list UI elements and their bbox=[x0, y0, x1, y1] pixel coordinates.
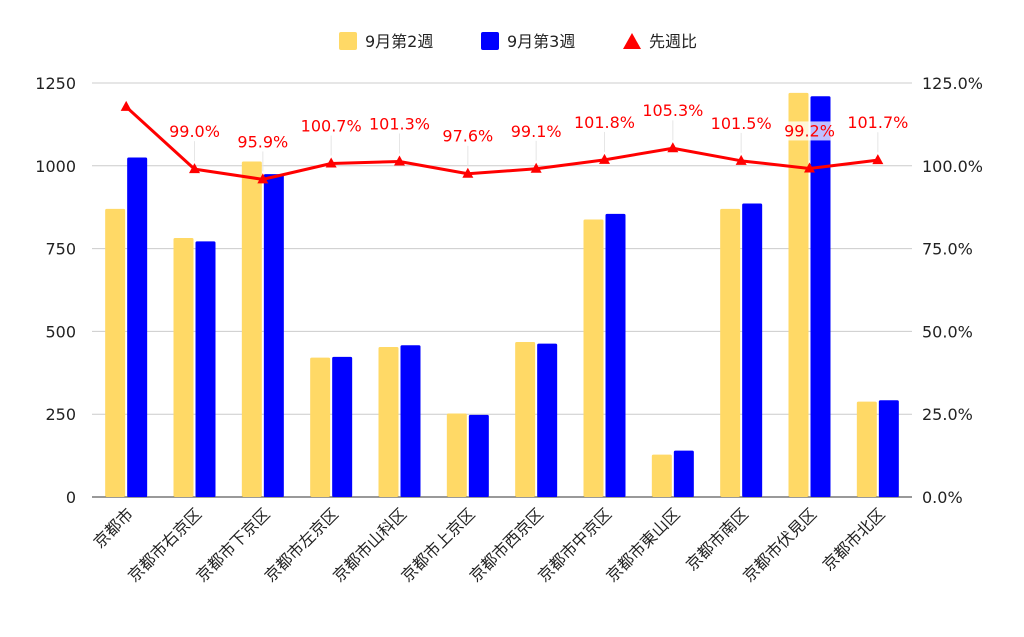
ratio-data-label: 97.6% bbox=[442, 127, 493, 146]
ratio-point bbox=[804, 162, 815, 173]
bar-week3 bbox=[263, 174, 284, 497]
ratio-point bbox=[667, 142, 679, 153]
bar-week2 bbox=[446, 413, 467, 497]
legend-swatch bbox=[339, 32, 357, 50]
ratio-data-label: 99.1% bbox=[511, 122, 562, 141]
category-labels: 京都市京都市右京区京都市下京区京都市左京区京都市山科区京都市上京区京都市西京区京… bbox=[90, 504, 889, 585]
ratio-point bbox=[394, 155, 405, 166]
bar-week3 bbox=[127, 157, 148, 497]
right-tick-label: 75.0% bbox=[922, 240, 973, 259]
bar-week3 bbox=[468, 414, 489, 497]
bar-week3 bbox=[400, 345, 421, 497]
label-bg bbox=[168, 122, 221, 142]
label-bg bbox=[574, 112, 635, 132]
label-bg bbox=[510, 121, 562, 141]
bar-week2 bbox=[583, 219, 604, 497]
bar-week2 bbox=[720, 208, 741, 497]
bar-week2 bbox=[173, 238, 194, 498]
ratio-point bbox=[735, 154, 747, 165]
ratio-data-label: 101.8% bbox=[574, 113, 635, 132]
label-bg bbox=[847, 113, 909, 133]
category-label: 京都市 bbox=[90, 504, 137, 551]
bars-layer bbox=[105, 92, 899, 498]
ratio-data-label: 95.9% bbox=[237, 132, 288, 151]
right-tick-label: 50.0% bbox=[922, 322, 973, 341]
bar-week2 bbox=[378, 346, 399, 497]
bar-week2 bbox=[241, 161, 262, 498]
left-tick-label: 500 bbox=[45, 322, 76, 341]
ratio-point bbox=[599, 153, 610, 164]
bar-week3 bbox=[537, 343, 558, 497]
right-tick-label: 25.0% bbox=[922, 405, 973, 424]
ratio-point bbox=[120, 100, 132, 111]
left-axis: 0 250 500 750 1000 1250 bbox=[35, 74, 76, 507]
bar-week3 bbox=[742, 203, 763, 497]
legend-label: 先週比 bbox=[649, 32, 697, 51]
ratio-point bbox=[530, 162, 542, 173]
line-layer bbox=[120, 100, 884, 184]
bar-week3 bbox=[878, 400, 899, 497]
bar-week3 bbox=[332, 356, 353, 497]
bar-week2 bbox=[515, 341, 536, 497]
ratio-data-label: 99.0% bbox=[169, 122, 220, 141]
label-bg bbox=[442, 126, 494, 146]
ratio-point bbox=[257, 173, 269, 184]
bar-week3 bbox=[195, 241, 216, 497]
right-tick-label: 100.0% bbox=[922, 157, 983, 176]
legend: 9月第2週 9月第3週 先週比 bbox=[339, 32, 697, 51]
bar-week2 bbox=[105, 208, 126, 497]
bar-week2 bbox=[651, 454, 672, 497]
label-bg bbox=[300, 116, 362, 136]
left-tick-label: 250 bbox=[45, 405, 76, 424]
ratio-point bbox=[325, 157, 337, 168]
legend-triangle-icon bbox=[623, 33, 641, 49]
legend-label: 9月第2週 bbox=[365, 32, 433, 51]
category-label: 京都市伏見区 bbox=[739, 504, 820, 585]
ratio-line bbox=[125, 105, 879, 181]
ratio-data-label: 101.3% bbox=[369, 114, 430, 133]
bar-week2 bbox=[310, 357, 331, 497]
label-bg bbox=[710, 113, 772, 133]
legend-label: 9月第3週 bbox=[507, 32, 575, 51]
ratio-data-label: 105.3% bbox=[642, 101, 703, 120]
bar-week3 bbox=[810, 96, 831, 498]
ratio-point bbox=[189, 163, 200, 174]
ratio-point bbox=[462, 167, 474, 178]
label-bg bbox=[642, 101, 704, 121]
category-label: 京都市北区 bbox=[819, 504, 889, 574]
data-labels-layer: 99.0% 95.9% 100.7% 101.3% 97.6% 99.1% 101.8% 10… bbox=[168, 101, 909, 172]
bar-week3 bbox=[605, 213, 626, 497]
bar-week3 bbox=[673, 450, 694, 497]
right-axis: 0.0% 25.0% 50.0% 75.0% 100.0% 125.0% bbox=[922, 74, 983, 507]
bar-week2 bbox=[856, 401, 877, 497]
label-bg bbox=[237, 132, 289, 152]
ratio-data-label: 99.2% bbox=[784, 121, 835, 140]
ratio-data-label: 101.7% bbox=[847, 113, 908, 132]
grid-layer bbox=[92, 82, 912, 498]
label-bg bbox=[783, 121, 836, 141]
left-tick-label: 0 bbox=[66, 488, 76, 507]
ratio-data-label: 101.5% bbox=[711, 114, 772, 133]
ratio-point bbox=[872, 154, 884, 165]
label-bg bbox=[369, 114, 430, 134]
right-tick-label: 0.0% bbox=[922, 488, 963, 507]
category-label: 京都市南区 bbox=[682, 504, 752, 574]
left-tick-label: 1000 bbox=[35, 157, 76, 176]
left-tick-label: 1250 bbox=[35, 74, 76, 93]
ratio-data-label: 100.7% bbox=[301, 116, 362, 135]
bar-week2 bbox=[788, 92, 809, 497]
category-label: 京都市東山区 bbox=[602, 504, 683, 585]
right-tick-label: 125.0% bbox=[922, 74, 983, 93]
legend-swatch bbox=[481, 32, 499, 50]
left-tick-label: 750 bbox=[45, 240, 76, 259]
